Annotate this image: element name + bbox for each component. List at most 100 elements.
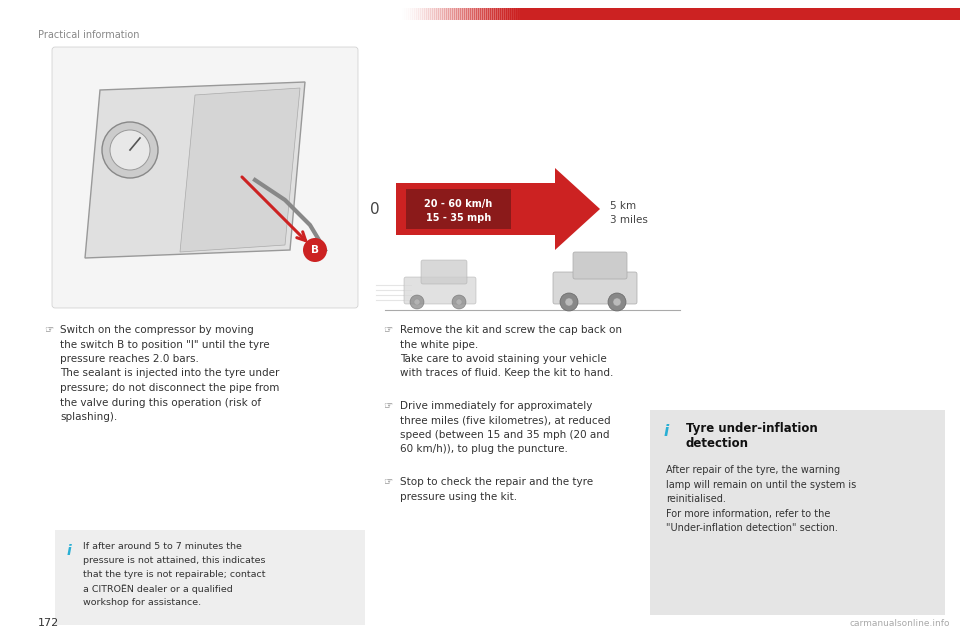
Circle shape [613,298,621,306]
Text: 5 km: 5 km [610,201,636,211]
Text: with traces of fluid. Keep the kit to hand.: with traces of fluid. Keep the kit to ha… [400,369,613,378]
Text: 3 miles: 3 miles [610,215,648,225]
Bar [506,8,509,20]
Bar [650,410,945,615]
Text: pressure reaches 2.0 bars.: pressure reaches 2.0 bars. [60,354,199,364]
Text: 20 - 60 km/h: 20 - 60 km/h [424,199,492,209]
Bar [422,8,424,20]
Bar [454,8,457,20]
Circle shape [608,293,626,311]
Bar [55,530,365,625]
Bar [494,8,496,20]
Circle shape [560,293,578,311]
Bar [510,8,513,20]
Bar [480,8,483,20]
Text: a CITROËN dealer or a qualified: a CITROËN dealer or a qualified [83,584,232,594]
Text: detection: detection [686,437,749,450]
Circle shape [452,295,466,309]
FancyBboxPatch shape [421,260,467,284]
Text: ☞: ☞ [383,325,393,335]
Bar [406,8,409,20]
Text: pressure; do not disconnect the pipe from: pressure; do not disconnect the pipe fro… [60,383,279,393]
Bar [468,8,470,20]
Text: pressure is not attained, this indicates: pressure is not attained, this indicates [83,556,266,565]
Bar [418,8,420,20]
Text: ☞: ☞ [44,325,53,335]
Bar [500,8,502,20]
FancyBboxPatch shape [52,47,358,308]
Polygon shape [85,82,305,258]
Text: workshop for assistance.: workshop for assistance. [83,598,202,607]
Circle shape [410,295,424,309]
Text: Stop to check the repair and the tyre: Stop to check the repair and the tyre [400,477,593,487]
Bar [476,8,478,20]
Bar [460,8,463,20]
Bar [406,189,511,229]
FancyBboxPatch shape [404,277,476,304]
Bar [400,8,402,20]
Bar [470,8,472,20]
Text: three miles (five kilometres), at reduced: three miles (five kilometres), at reduce… [400,415,611,426]
Text: 15 - 35 mph: 15 - 35 mph [426,213,492,223]
Bar [486,8,489,20]
Bar [410,8,413,20]
Bar [458,8,461,20]
Text: Drive immediately for approximately: Drive immediately for approximately [400,401,592,411]
Text: reinitialised.: reinitialised. [666,494,726,504]
Polygon shape [180,88,300,252]
Bar [474,8,476,20]
Bar [482,8,485,20]
Bar [408,183,415,235]
Text: The sealant is injected into the tyre under: The sealant is injected into the tyre un… [60,369,279,378]
Text: speed (between 15 and 35 mph (20 and: speed (between 15 and 35 mph (20 and [400,430,610,440]
Text: that the tyre is not repairable; contact: that the tyre is not repairable; contact [83,570,266,579]
Bar [520,8,960,20]
Bar [484,8,487,20]
Bar [430,8,433,20]
Circle shape [456,299,462,305]
Bar [408,8,411,20]
Text: After repair of the tyre, the warning: After repair of the tyre, the warning [666,465,840,475]
Bar [440,8,443,20]
Bar [462,8,465,20]
Text: "Under-inflation detection" section.: "Under-inflation detection" section. [666,523,838,533]
Bar [472,8,474,20]
Bar [404,8,406,20]
Circle shape [110,130,150,170]
FancyBboxPatch shape [573,252,627,279]
Text: Remove the kit and screw the cap back on: Remove the kit and screw the cap back on [400,325,622,335]
Text: 60 km/h)), to plug the puncture.: 60 km/h)), to plug the puncture. [400,445,568,454]
Text: Switch on the compressor by moving: Switch on the compressor by moving [60,325,253,335]
Bar [450,8,452,20]
Bar [414,8,417,20]
Bar [428,8,430,20]
Circle shape [102,122,158,178]
Bar [446,8,448,20]
Bar [412,8,415,20]
Text: B: B [311,245,319,255]
Bar [448,8,450,20]
Bar [496,8,498,20]
Text: Practical information: Practical information [38,30,139,40]
Circle shape [565,298,573,306]
Bar [512,8,515,20]
Text: lamp will remain on until the system is: lamp will remain on until the system is [666,479,856,490]
Bar [438,8,441,20]
Bar [514,8,516,20]
Bar [442,8,444,20]
Text: carmanualsonline.info: carmanualsonline.info [850,619,950,628]
Polygon shape [396,168,600,250]
Bar [434,8,437,20]
Text: For more information, refer to the: For more information, refer to the [666,509,830,518]
Text: 172: 172 [38,618,60,628]
Bar [398,183,405,235]
Text: splashing).: splashing). [60,412,117,422]
Bar [498,8,500,20]
Text: 0: 0 [370,202,379,218]
Circle shape [303,238,327,262]
Bar [452,8,454,20]
Bar [478,8,481,20]
Bar [488,8,491,20]
Text: i: i [663,424,668,439]
Bar [444,8,446,20]
